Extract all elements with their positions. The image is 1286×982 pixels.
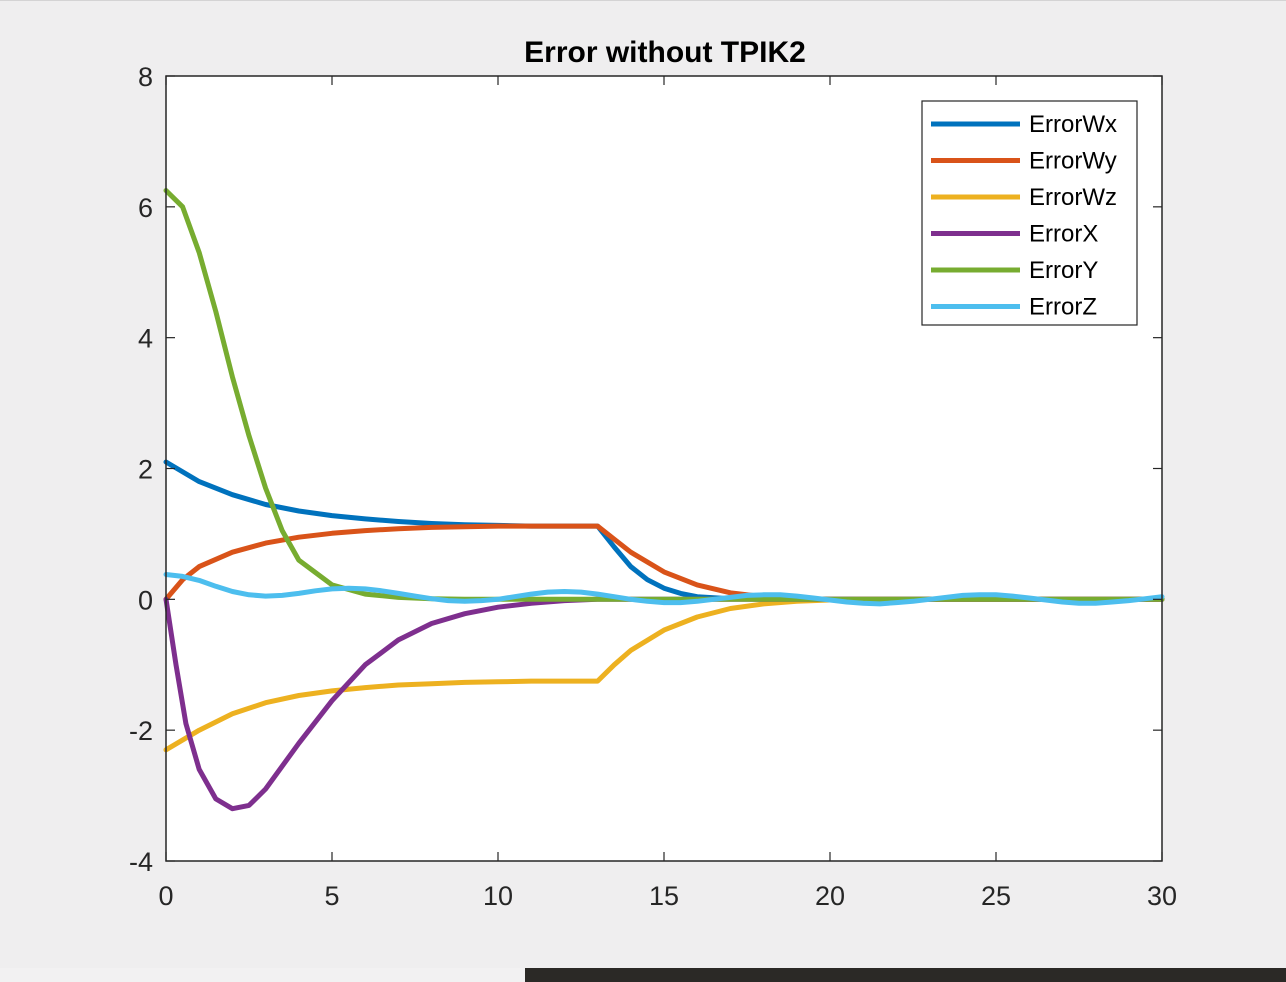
y-tick-label: 6	[138, 193, 153, 223]
series-line-errorz	[163, 572, 1165, 607]
x-tick-label: 25	[981, 881, 1011, 911]
series-line-errorwy	[163, 523, 1165, 602]
series-layer	[163, 188, 1165, 812]
chart-title: Error without TPIK2	[524, 36, 806, 69]
legend-label: ErrorWy	[1029, 148, 1117, 175]
x-tick-label: 0	[158, 881, 173, 911]
y-tick-label: 8	[138, 62, 153, 92]
legend-label: ErrorX	[1029, 221, 1098, 248]
legend: ErrorWx ErrorWy ErrorWz ErrorX ErrorY ErrorZ	[921, 100, 1138, 326]
y-tick-label: 2	[138, 455, 153, 485]
series-line-errorx	[163, 596, 1165, 812]
ticks-layer: 0 5 10 15 20 25 30 -4 -2 0 2 4 6 8	[129, 62, 1177, 911]
y-tick-label: -2	[129, 716, 153, 746]
legend-label: ErrorY	[1029, 257, 1098, 284]
x-tick-label: 10	[483, 881, 513, 911]
legend-label: ErrorZ	[1029, 294, 1097, 321]
y-tick-label: 0	[138, 585, 153, 615]
y-tick-label: -4	[129, 847, 153, 877]
background-strip	[0, 968, 525, 982]
x-tick-label: 15	[649, 881, 679, 911]
series-line-errorwz	[163, 596, 1165, 753]
x-tick-label: 20	[815, 881, 845, 911]
x-tick-label: 5	[324, 881, 339, 911]
legend-label: ErrorWz	[1029, 184, 1117, 211]
x-tick-label: 30	[1147, 881, 1177, 911]
y-tick-label: 4	[138, 324, 153, 354]
legend-label: ErrorWx	[1029, 111, 1117, 138]
legend-box	[921, 100, 1138, 326]
background-desktop	[525, 968, 1286, 982]
